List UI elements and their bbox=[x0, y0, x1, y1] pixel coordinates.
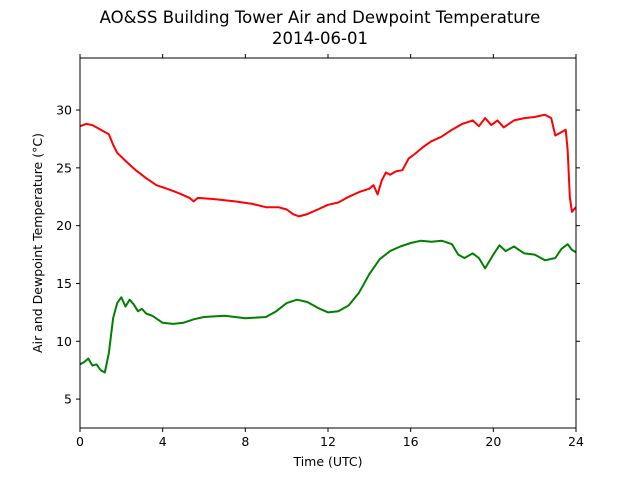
y-tick-label: 25 bbox=[56, 160, 72, 175]
chart-title: AO&SS Building Tower Air and Dewpoint Te… bbox=[99, 8, 541, 27]
y-tick-label: 5 bbox=[64, 392, 72, 407]
x-axis-label: Time (UTC) bbox=[292, 454, 362, 469]
series-line-1 bbox=[79, 113, 577, 218]
x-tick-label: 4 bbox=[159, 434, 167, 449]
x-tick-label: 8 bbox=[241, 434, 249, 449]
x-tick-label: 24 bbox=[568, 434, 584, 449]
axes: 0 4 8 12 16 20 24 5 10 15 20 25 30 bbox=[56, 54, 584, 449]
y-axis-label: Air and Dewpoint Temperature (°C) bbox=[30, 133, 45, 353]
series-layer bbox=[79, 113, 577, 374]
chart-subtitle: 2014-06-01 bbox=[272, 29, 368, 48]
y-tick-label: 15 bbox=[56, 276, 72, 291]
x-tick-label: 20 bbox=[485, 434, 501, 449]
y-tick-label: 20 bbox=[56, 218, 72, 233]
x-tick-label: 12 bbox=[320, 434, 336, 449]
x-tick-label: 16 bbox=[403, 434, 419, 449]
x-tick-label: 0 bbox=[76, 434, 84, 449]
series-line-2 bbox=[79, 239, 577, 374]
plot-frame bbox=[79, 57, 577, 429]
y-tick-label: 10 bbox=[56, 334, 72, 349]
y-tick-label: 30 bbox=[56, 103, 72, 118]
